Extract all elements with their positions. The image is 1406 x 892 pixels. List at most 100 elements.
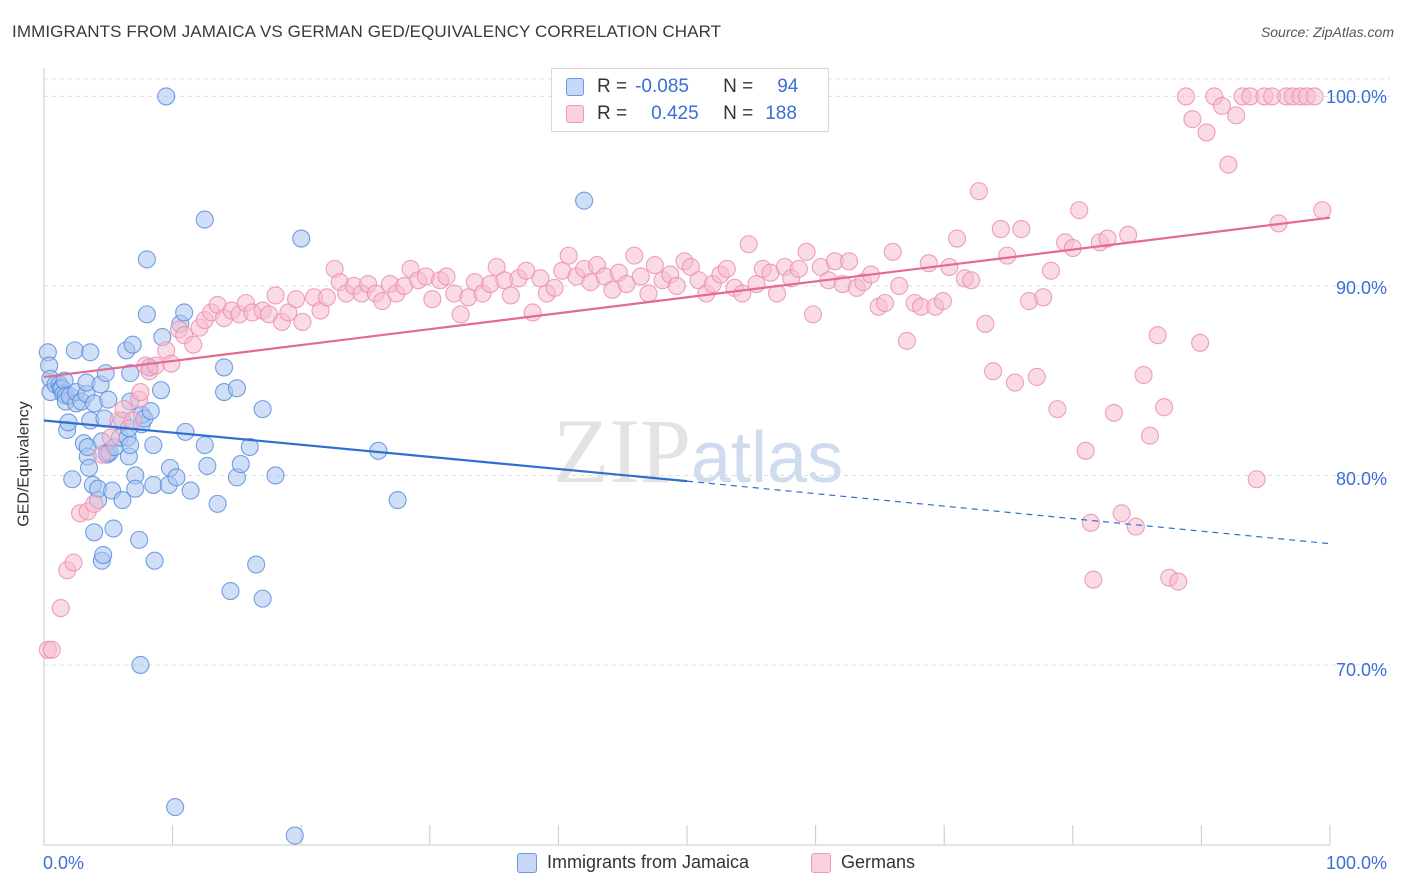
jamaica-point	[137, 305, 156, 324]
jamaica-point	[266, 466, 285, 485]
jamaica-point	[94, 545, 113, 565]
y-tick-label: 70.0%	[1336, 660, 1388, 680]
jamaica-point	[231, 455, 250, 474]
x-tick-label: 0.0%	[43, 853, 85, 873]
germans-point	[625, 246, 644, 265]
germans-point	[1219, 155, 1238, 174]
jamaica-point	[175, 303, 194, 322]
jamaica-point	[253, 400, 272, 419]
series-label-germans: Germans	[841, 852, 916, 872]
jamaica-point	[104, 519, 123, 538]
series-swatch-jamaica	[517, 852, 537, 873]
jamaica-point	[221, 582, 240, 601]
germans-point	[1034, 288, 1053, 307]
germans-point	[42, 640, 61, 659]
jamaica-point	[157, 87, 176, 106]
germans-point	[317, 288, 336, 307]
watermark-zip: ZIP	[553, 400, 691, 502]
jamaica-point	[145, 551, 164, 570]
jamaica-point	[253, 589, 272, 608]
jamaica-point	[144, 436, 163, 455]
germans-point	[123, 411, 142, 430]
jamaica-point	[388, 491, 407, 510]
germans-point	[1169, 572, 1188, 591]
jamaica-point	[247, 555, 266, 574]
y-axis-label: GED/Equivalency	[15, 401, 33, 527]
germans-point	[667, 276, 686, 295]
germans-point	[487, 257, 506, 277]
y-tick-label: 90.0%	[1336, 278, 1388, 298]
jamaica-point	[166, 798, 185, 817]
germans-point	[64, 553, 83, 572]
legend-n-value: 188	[765, 103, 797, 124]
germans-point	[1134, 365, 1153, 385]
jamaica-point	[113, 491, 132, 510]
legend-r-value: -0.085	[635, 76, 689, 97]
legend-swatch-germans	[566, 105, 584, 123]
germans-point	[279, 303, 298, 322]
germans-point	[1098, 229, 1117, 248]
germans-point	[797, 242, 816, 261]
series-legend-jamaica: Immigrants from Jamaica	[517, 852, 749, 873]
source-credit: Source: ZipAtlas.com	[1260, 24, 1394, 40]
germans-point	[1084, 570, 1103, 589]
legend-n-label: N =	[723, 103, 754, 124]
legend-n-value: 94	[777, 76, 799, 97]
germans-point	[631, 267, 650, 286]
germans-point	[875, 293, 895, 313]
jamaica-point	[123, 335, 142, 354]
germans-point	[617, 274, 636, 294]
x-tick-label: 100.0%	[1326, 853, 1388, 873]
chart-title: IMMIGRANTS FROM JAMAICA VS GERMAN GED/EQ…	[12, 22, 722, 41]
germans-point	[92, 445, 111, 464]
germans-point	[839, 252, 859, 271]
germans-point	[517, 261, 536, 280]
germans-point	[1012, 220, 1031, 239]
germans-point	[1112, 504, 1131, 523]
germans-point	[1191, 333, 1210, 352]
jamaica-trend-line-dashed	[686, 480, 1331, 545]
germans-point	[437, 267, 456, 286]
germans-point	[287, 290, 306, 309]
legend-r-label: R =	[597, 103, 628, 124]
germans-point	[451, 305, 470, 324]
germans-point	[162, 354, 181, 373]
jamaica-point	[141, 401, 160, 421]
jamaica-point	[208, 494, 227, 513]
germans-point	[681, 257, 700, 277]
y-tick-label: 100.0%	[1326, 87, 1388, 107]
germans-point	[789, 259, 808, 278]
germans-point	[531, 269, 550, 288]
jamaica-point	[195, 436, 214, 455]
germans-point	[890, 276, 909, 295]
germans-point	[940, 257, 959, 277]
y-tick-label: 80.0%	[1336, 469, 1388, 489]
germans-point	[933, 292, 952, 311]
germans-point	[1148, 326, 1167, 345]
germans-point	[131, 383, 150, 402]
germans-point	[1126, 517, 1145, 536]
germans-point	[991, 220, 1010, 239]
jamaica-trend-line	[43, 419, 688, 483]
watermark-atlas: atlas	[691, 418, 844, 498]
germans-point	[984, 362, 1003, 381]
jamaica-point	[144, 475, 163, 494]
jamaica-point	[137, 250, 156, 269]
jamaica-point	[214, 358, 234, 377]
germans-point	[373, 292, 392, 311]
legend-n-label: N =	[723, 76, 754, 97]
germans-point	[739, 235, 758, 254]
jamaica-point	[126, 479, 145, 498]
jamaica-point	[121, 436, 140, 455]
germans-point	[1212, 96, 1232, 115]
watermark: ZIPatlas	[553, 398, 843, 504]
series-swatch-germans	[811, 852, 831, 873]
jamaica-point	[151, 381, 171, 400]
germans-point	[293, 312, 312, 331]
germans-point	[1104, 403, 1124, 422]
germans-point	[1305, 87, 1324, 106]
jamaica-point	[227, 379, 246, 398]
germans-point	[1041, 261, 1060, 280]
jamaica-point	[81, 343, 100, 362]
germans-point	[1081, 513, 1100, 532]
